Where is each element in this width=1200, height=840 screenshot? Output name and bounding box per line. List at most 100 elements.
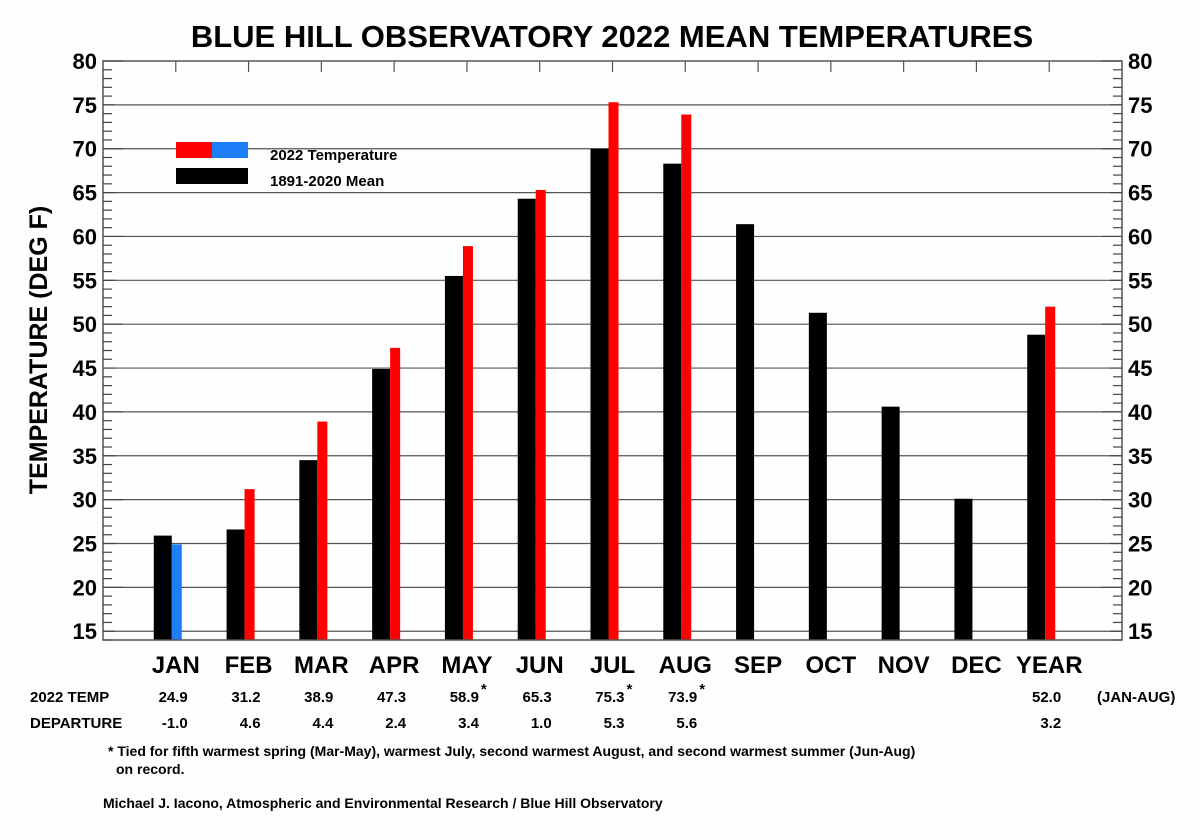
- y-tick-label-left: 75: [73, 93, 97, 118]
- x-tick-label: APR: [369, 652, 420, 679]
- y-tick-label-left: 65: [73, 181, 97, 206]
- y-tick-label-left: 15: [73, 619, 97, 644]
- departure-value: 3.2: [1040, 715, 1061, 732]
- legend-label-2022: 2022 Temperature: [270, 147, 397, 164]
- legend-swatch-black: [176, 168, 248, 184]
- bar-mean-feb: [226, 529, 245, 640]
- x-tick-label: MAY: [441, 652, 492, 679]
- y-tick-label-right: 15: [1128, 619, 1152, 644]
- x-tick-label: AUG: [659, 652, 712, 679]
- y-tick-label-right: 60: [1128, 224, 1152, 249]
- bar-mean-may: [444, 275, 463, 640]
- bar-mean-jul: [590, 148, 609, 640]
- x-tick-label: SEP: [734, 652, 782, 679]
- legend: 2022 Temperature 1891-2020 Mean: [176, 142, 397, 190]
- bar-2022-apr: [390, 347, 401, 640]
- temp-value: 58.9: [450, 689, 479, 706]
- star-marker: *: [627, 681, 633, 698]
- temp-value: 38.9: [304, 689, 333, 706]
- y-tick-label-right: 50: [1128, 312, 1152, 337]
- row-label-departure: DEPARTURE: [30, 715, 122, 732]
- footnote-line1: * Tied for fifth warmest spring (Mar-May…: [108, 743, 915, 759]
- x-tick-label: JUL: [590, 652, 635, 679]
- y-tick-label-right: 55: [1128, 268, 1152, 293]
- row-label-temp: 2022 TEMP: [30, 689, 109, 706]
- chart-title: BLUE HILL OBSERVATORY 2022 MEAN TEMPERAT…: [191, 19, 1033, 54]
- bar-mean-apr: [372, 368, 391, 640]
- x-tick-label: OCT: [806, 652, 857, 679]
- y-tick-label-left: 30: [73, 488, 97, 513]
- x-tick-labels: JAN FEB MAR APR MAY JUN JUL AUG SEP OCT NOV DEC YEAR: [152, 652, 1083, 679]
- y-tick-label-left: 70: [73, 137, 97, 162]
- x-tick-label: JUN: [516, 652, 564, 679]
- departure-value: 1.0: [531, 715, 552, 732]
- legend-swatch-blue: [212, 142, 248, 158]
- bar-2022-year: [1045, 306, 1056, 640]
- y-axis-label: TEMPERATURE (DEG F): [25, 206, 53, 494]
- y-tick-label-left: 55: [73, 268, 97, 293]
- star-marker: *: [699, 681, 705, 698]
- departure-value: 2.4: [385, 715, 407, 732]
- footnote-line2: on record.: [116, 761, 184, 777]
- temp-value: 73.9: [668, 689, 697, 706]
- bar-mean-jun: [517, 198, 536, 640]
- y-tick-label-right: 80: [1128, 49, 1152, 74]
- y-tick-label-right: 35: [1128, 444, 1152, 469]
- bar-2022-may: [462, 246, 473, 640]
- y-tick-labels-left: 15 20 25 30 35 40 45 50 55 60 65 70 75 80: [73, 49, 97, 644]
- bar-mean-year: [1027, 334, 1046, 640]
- bar-2022-mar: [317, 421, 328, 640]
- departure-value: 4.6: [240, 715, 261, 732]
- legend-label-mean: 1891-2020 Mean: [270, 173, 384, 190]
- y-tick-label-right: 45: [1128, 356, 1152, 381]
- y-tick-label-left: 45: [73, 356, 97, 381]
- bar-mean-jan: [153, 535, 172, 640]
- x-tick-label: DEC: [951, 652, 1002, 679]
- bar-mean-nov: [881, 406, 900, 640]
- y-tick-label-right: 25: [1128, 532, 1152, 557]
- bar-2022-jan: [171, 544, 182, 640]
- temp-value: 75.3: [595, 689, 624, 706]
- y-tick-label-right: 40: [1128, 400, 1152, 425]
- departure-value: 3.4: [458, 715, 480, 732]
- bar-2022-feb: [244, 489, 255, 640]
- axis-ticks: [103, 60, 1122, 641]
- temp-value: 31.2: [231, 689, 260, 706]
- bar-mean-oct: [808, 312, 827, 640]
- bar-mean-mar: [299, 460, 318, 640]
- y-tick-label-left: 25: [73, 532, 97, 557]
- bar-mean-aug: [663, 163, 682, 640]
- bar-mean-dec: [954, 498, 973, 640]
- y-tick-label-right: 20: [1128, 575, 1152, 600]
- legend-swatch-red: [176, 142, 212, 158]
- bar-2022-jun: [535, 189, 546, 640]
- bar-2022-jul: [608, 102, 619, 641]
- departure-value: 5.3: [604, 715, 625, 732]
- temp-value: 24.9: [159, 689, 188, 706]
- bar-2022-aug: [681, 114, 692, 641]
- bar-mean-sep: [736, 224, 755, 640]
- y-tick-label-right: 75: [1128, 93, 1152, 118]
- departure-value: 5.6: [676, 715, 697, 732]
- x-tick-label: YEAR: [1016, 652, 1083, 679]
- y-tick-label-left: 20: [73, 575, 97, 600]
- x-tick-label: MAR: [294, 652, 349, 679]
- y-tick-label-left: 50: [73, 312, 97, 337]
- temp-value: 65.3: [523, 689, 552, 706]
- y-tick-label-right: 70: [1128, 137, 1152, 162]
- year-note: (JAN-AUG): [1097, 689, 1175, 706]
- x-tick-label: FEB: [225, 652, 273, 679]
- y-tick-label-left: 40: [73, 400, 97, 425]
- temp-value: 52.0: [1032, 689, 1061, 706]
- y-tick-label-right: 65: [1128, 181, 1152, 206]
- credit: Michael J. Iacono, Atmospheric and Envir…: [103, 795, 663, 811]
- y-tick-label-left: 80: [73, 49, 97, 74]
- star-marker: *: [481, 681, 487, 698]
- x-tick-label: JAN: [152, 652, 200, 679]
- x-tick-label: NOV: [878, 652, 930, 679]
- temp-value: 47.3: [377, 689, 406, 706]
- y-tick-label-left: 60: [73, 224, 97, 249]
- y-tick-label-left: 35: [73, 444, 97, 469]
- y-tick-labels-right: 15 20 25 30 35 40 45 50 55 60 65 70 75 80: [1128, 49, 1152, 644]
